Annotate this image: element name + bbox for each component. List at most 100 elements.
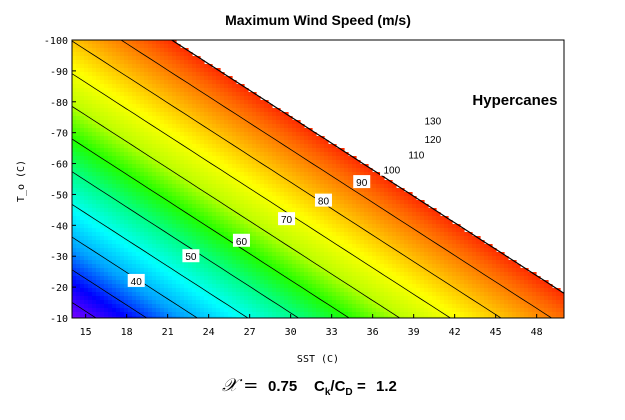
field-cell xyxy=(472,288,477,293)
field-cell xyxy=(76,188,81,193)
field-cell xyxy=(108,236,113,241)
field-cell xyxy=(232,228,237,233)
field-cell xyxy=(136,168,141,173)
field-cell xyxy=(408,200,413,205)
field-cell xyxy=(220,160,225,165)
field-cell xyxy=(348,296,353,301)
field-cell xyxy=(100,128,105,133)
field-cell xyxy=(408,300,413,305)
field-cell xyxy=(192,68,197,73)
field-cell xyxy=(208,272,213,277)
field-cell xyxy=(264,196,269,201)
field-cell xyxy=(488,292,493,297)
field-cell xyxy=(476,260,481,265)
field-cell xyxy=(308,220,313,225)
field-cell xyxy=(496,272,501,277)
field-cell xyxy=(180,212,185,217)
field-cell xyxy=(152,56,157,61)
field-cell xyxy=(168,212,173,217)
field-cell xyxy=(188,80,193,85)
field-cell xyxy=(192,196,197,201)
field-cell xyxy=(72,68,77,73)
field-cell xyxy=(456,252,461,257)
field-cell xyxy=(476,240,481,245)
field-cell xyxy=(496,284,501,289)
field-cell xyxy=(184,120,189,125)
field-cell xyxy=(368,208,373,213)
field-cell xyxy=(240,268,245,273)
field-cell xyxy=(508,292,513,297)
field-cell xyxy=(412,212,417,217)
field-cell xyxy=(204,292,209,297)
field-cell xyxy=(452,240,457,245)
field-cell xyxy=(272,192,277,197)
field-cell xyxy=(384,216,389,221)
field-cell xyxy=(148,176,153,181)
field-cell xyxy=(124,200,129,205)
field-cell xyxy=(228,80,233,85)
field-cell xyxy=(120,288,125,293)
field-cell xyxy=(364,300,369,305)
field-cell xyxy=(284,188,289,193)
field-cell xyxy=(240,204,245,209)
field-cell xyxy=(204,232,209,237)
field-cell xyxy=(480,276,485,281)
field-cell xyxy=(164,128,169,133)
field-cell xyxy=(80,104,85,109)
field-cell xyxy=(72,120,77,125)
field-cell xyxy=(308,136,313,141)
field-cell xyxy=(92,96,97,101)
field-cell xyxy=(76,292,81,297)
field-cell xyxy=(88,208,93,213)
field-cell xyxy=(96,260,101,265)
field-cell xyxy=(392,224,397,229)
field-cell xyxy=(176,236,181,241)
field-cell xyxy=(88,132,93,137)
field-cell xyxy=(284,156,289,161)
field-cell xyxy=(216,92,221,97)
field-cell xyxy=(80,224,85,229)
field-cell xyxy=(204,160,209,165)
field-cell xyxy=(376,208,381,213)
field-cell xyxy=(184,68,189,73)
field-cell xyxy=(372,264,377,269)
field-cell xyxy=(364,172,369,177)
field-cell xyxy=(168,132,173,137)
field-cell xyxy=(328,256,333,261)
field-cell xyxy=(404,196,409,201)
field-cell xyxy=(88,112,93,117)
field-cell xyxy=(96,84,101,89)
field-cell xyxy=(456,228,461,233)
field-cell xyxy=(420,248,425,253)
field-cell xyxy=(140,120,145,125)
field-cell xyxy=(140,144,145,149)
field-cell xyxy=(116,128,121,133)
field-cell xyxy=(132,96,137,101)
field-cell xyxy=(148,184,153,189)
field-cell xyxy=(280,176,285,181)
field-cell xyxy=(96,92,101,97)
field-cell xyxy=(240,148,245,153)
field-cell xyxy=(312,292,317,297)
field-cell xyxy=(348,196,353,201)
field-cell xyxy=(220,120,225,125)
field-cell xyxy=(316,172,321,177)
field-cell xyxy=(436,296,441,301)
field-cell xyxy=(184,108,189,113)
field-cell xyxy=(300,292,305,297)
field-cell xyxy=(76,204,81,209)
field-cell xyxy=(472,252,477,257)
field-cell xyxy=(232,212,237,217)
field-cell xyxy=(244,268,249,273)
field-cell xyxy=(128,268,133,273)
field-cell xyxy=(252,224,257,229)
field-cell xyxy=(324,156,329,161)
field-cell xyxy=(120,296,125,301)
field-cell xyxy=(144,192,149,197)
field-cell xyxy=(268,116,273,121)
field-cell xyxy=(144,200,149,205)
field-cell xyxy=(172,80,177,85)
field-cell xyxy=(280,168,285,173)
field-cell xyxy=(148,40,153,45)
field-cell xyxy=(176,260,181,265)
